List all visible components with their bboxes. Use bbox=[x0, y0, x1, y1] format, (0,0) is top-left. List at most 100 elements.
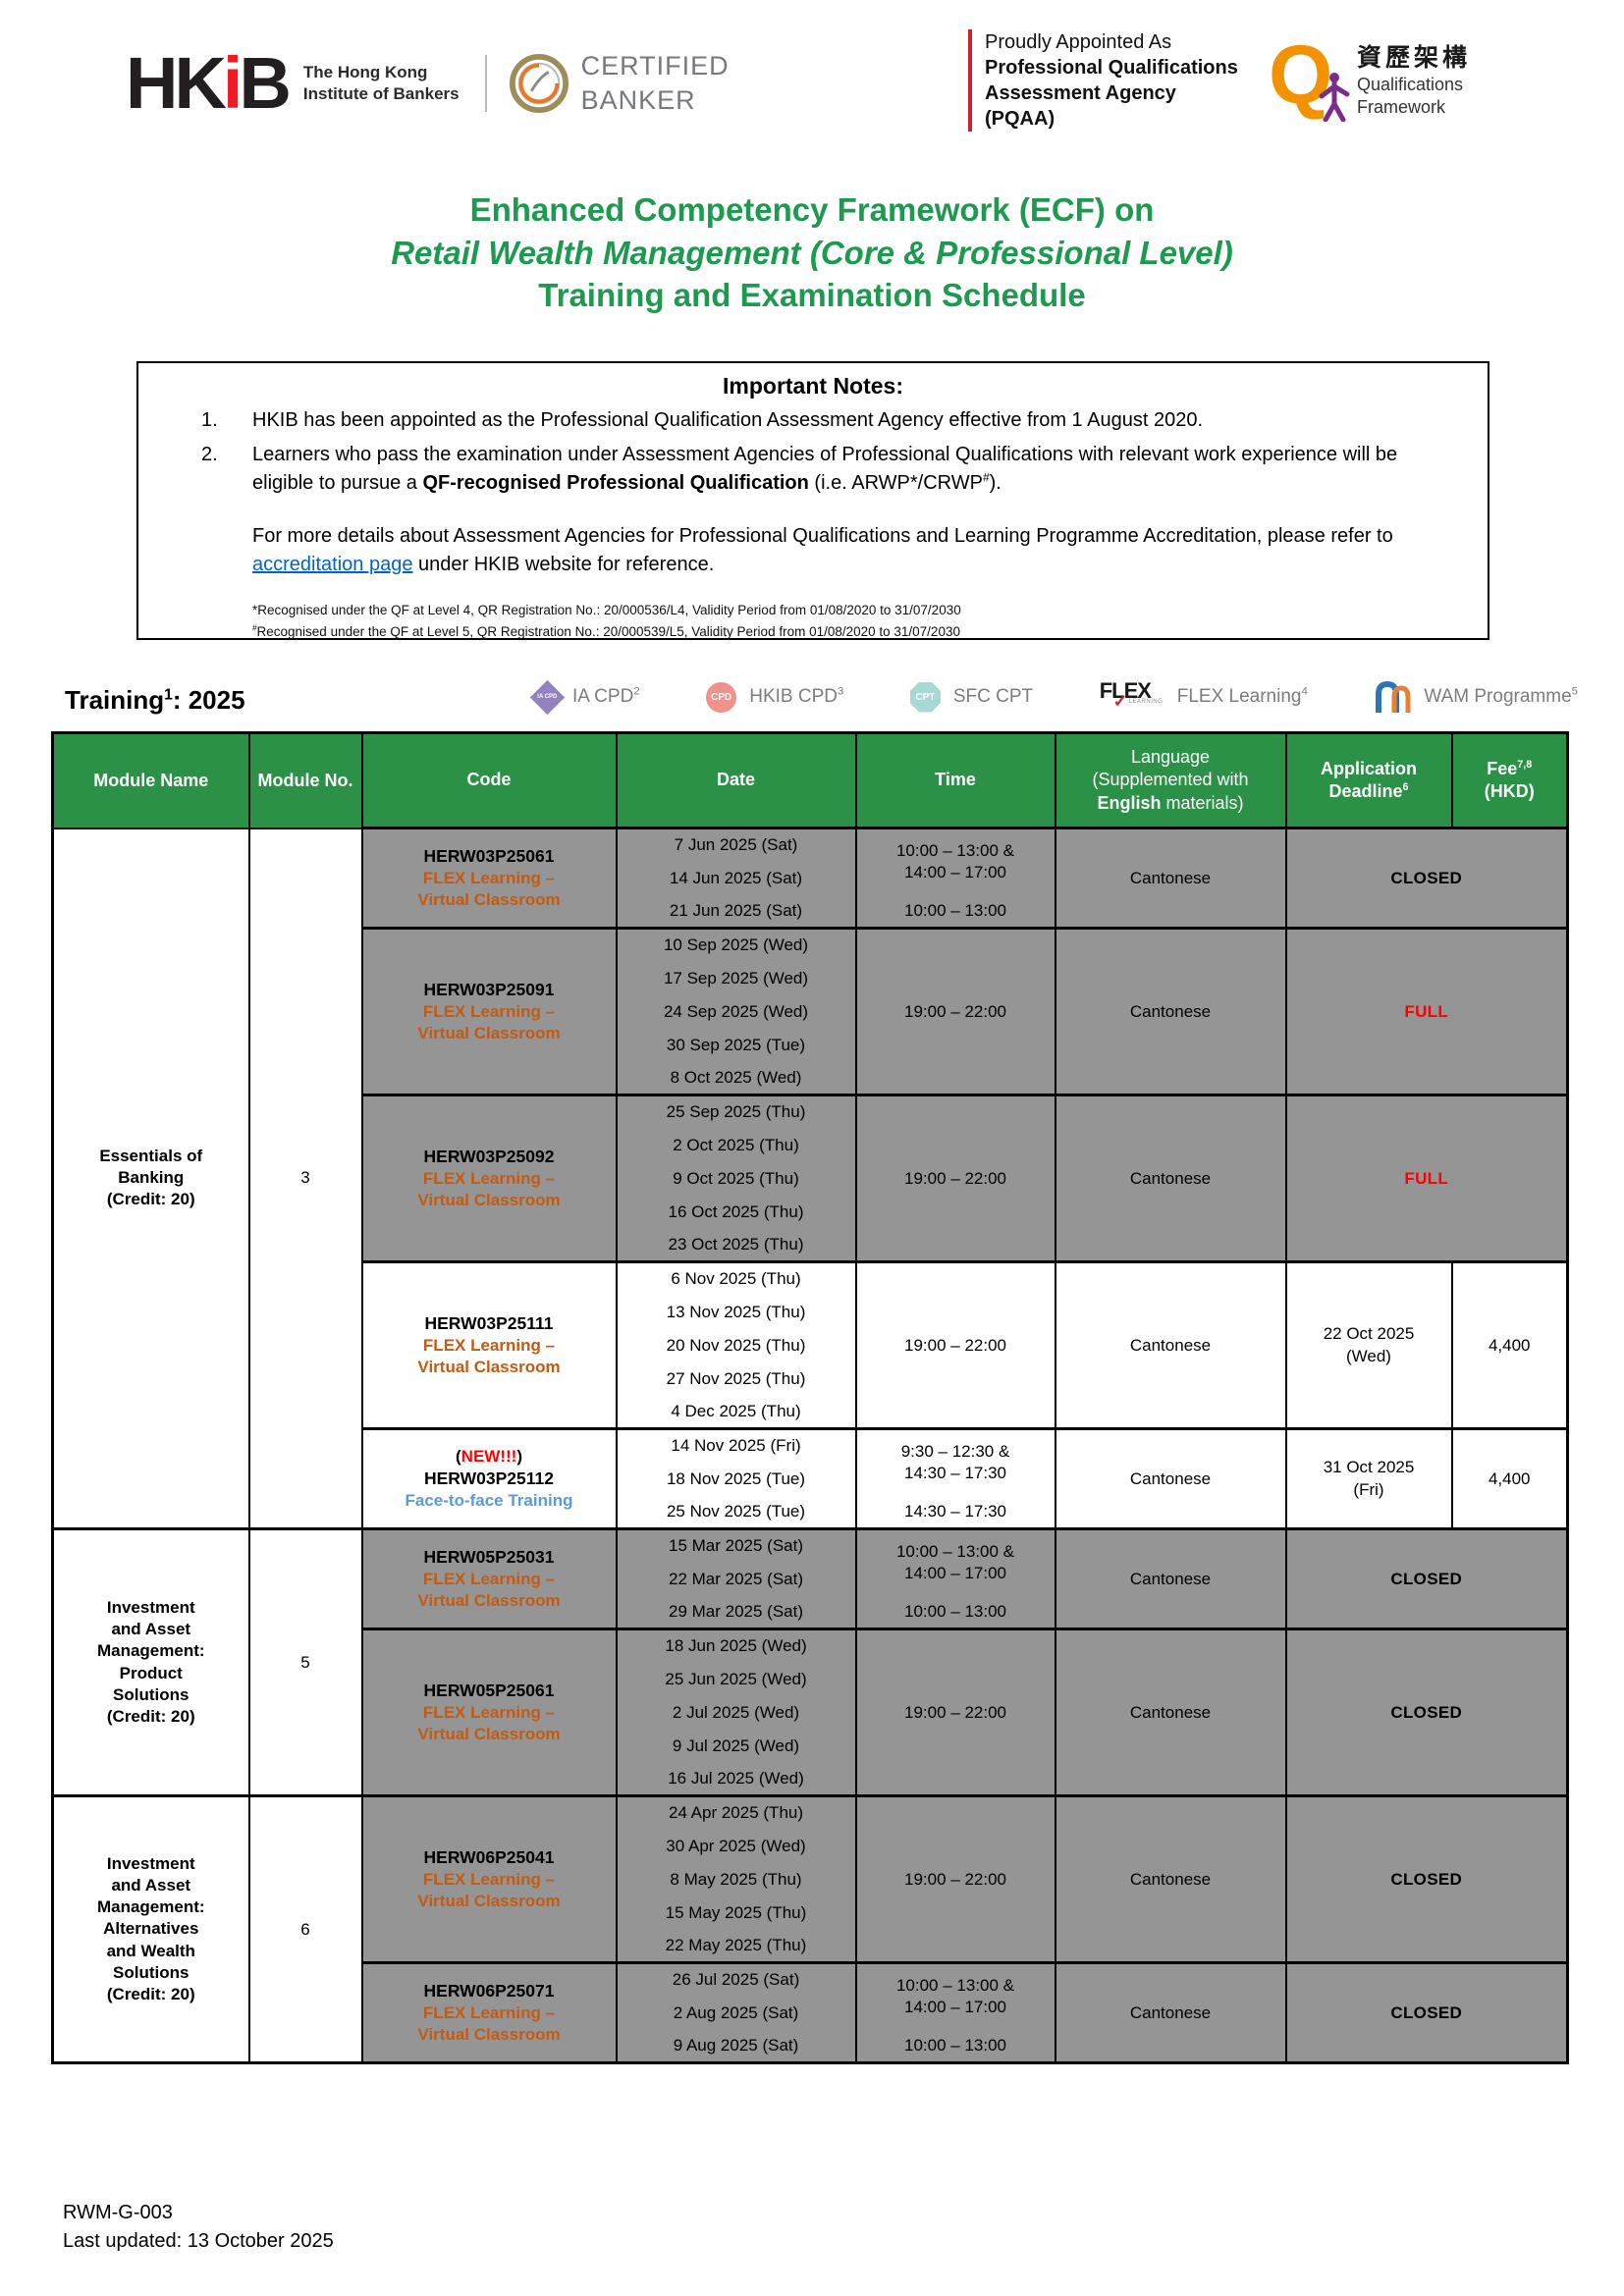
time-cell: 10:00 – 13:00 bbox=[854, 1595, 1056, 1629]
footnote-2: #Recognised under the QF at Level 5, QR … bbox=[252, 623, 960, 640]
date-cell: 15 Mar 2025 (Sat) bbox=[615, 1527, 857, 1563]
time-cell: 9:30 – 12:30 & 14:30 – 17:30 bbox=[854, 1427, 1056, 1496]
title-line1: Enhanced Competency Framework (ECF) on bbox=[469, 191, 1155, 228]
legend-wam-programme: WAM Programme5 bbox=[1374, 679, 1578, 715]
ia-cpd-diamond-icon: IA CPD bbox=[529, 679, 566, 715]
legend-sfc-cpt: CPT SFC CPT bbox=[909, 681, 1033, 713]
course-code-cell: HERW05P25031 FLEX Learning – Virtual Clas… bbox=[360, 1527, 618, 1629]
language-cell: Cantonese bbox=[1054, 1794, 1287, 1963]
hkib-tagline: The Hong Kong Institute of Bankers bbox=[302, 62, 460, 103]
module-name-cell: Investment and Asset Management: Product… bbox=[51, 1527, 250, 1796]
course-code-cell: HERW05P25061 FLEX Learning – Virtual Clas… bbox=[360, 1628, 618, 1796]
col-header-module-no: Module No. bbox=[247, 732, 363, 829]
hkib-logo-b: B bbox=[239, 42, 291, 124]
date-cell: 25 Sep 2025 (Thu) bbox=[615, 1094, 857, 1129]
status-cell: FULL bbox=[1284, 927, 1569, 1095]
time-cell: 14:30 – 17:30 bbox=[854, 1495, 1056, 1529]
time-cell: 10:00 – 13:00 bbox=[854, 894, 1056, 929]
date-cell: 15 May 2025 (Thu) bbox=[615, 1896, 857, 1930]
module-no-cell: 5 bbox=[247, 1527, 363, 1796]
date-cell: 25 Nov 2025 (Tue) bbox=[615, 1495, 857, 1529]
note-item-2: 2. Learners who pass the examination und… bbox=[201, 444, 1398, 494]
date-cell: 9 Oct 2025 (Thu) bbox=[615, 1161, 857, 1196]
date-cell: 13 Nov 2025 (Thu) bbox=[615, 1295, 857, 1329]
date-cell: 2 Oct 2025 (Thu) bbox=[615, 1128, 857, 1162]
time-cell: 19:00 – 22:00 bbox=[854, 1260, 1056, 1429]
hkib-cpd-circle-icon: CPD bbox=[706, 681, 737, 713]
date-cell: 16 Jul 2025 (Wed) bbox=[615, 1762, 857, 1796]
qf-text: 資歷架構 Qualifications Framework bbox=[1357, 43, 1472, 117]
notes-paragraph: For more details about Assessment Agenci… bbox=[252, 525, 1393, 575]
date-cell: 2 Jul 2025 (Wed) bbox=[615, 1695, 857, 1730]
certified-banker-text: CERTIFIED BANKER bbox=[580, 50, 730, 115]
date-cell: 14 Nov 2025 (Fri) bbox=[615, 1427, 857, 1463]
col-header-time: Time bbox=[854, 732, 1056, 829]
course-code-cell: HERW03P25092 FLEX Learning – Virtual Clas… bbox=[360, 1094, 618, 1262]
time-cell: 19:00 – 22:00 bbox=[854, 1628, 1056, 1796]
course-code-cell: HERW06P25041 FLEX Learning – Virtual Clas… bbox=[360, 1794, 618, 1963]
hkib-logo: HKiB bbox=[126, 47, 292, 120]
legend-row: IA CPD IA CPD2 CPD HKIB CPD3 CPT SFC CPT… bbox=[529, 679, 1578, 715]
date-cell: 18 Jun 2025 (Wed) bbox=[615, 1628, 857, 1663]
module-no-cell: 6 bbox=[247, 1794, 363, 2063]
date-cell: 23 Oct 2025 (Thu) bbox=[615, 1228, 857, 1262]
col-header-code: Code bbox=[360, 732, 618, 829]
notes-heading: Important Notes: bbox=[723, 373, 903, 399]
date-cell: 30 Apr 2025 (Wed) bbox=[615, 1829, 857, 1863]
course-code-cell: (NEW!!!) HERW03P25112 Face-to-face Train… bbox=[360, 1427, 618, 1529]
col-header-date: Date bbox=[615, 732, 857, 829]
language-cell: Cantonese bbox=[1054, 927, 1287, 1095]
time-cell: 10:00 – 13:00 & 14:00 – 17:00 bbox=[854, 1961, 1056, 2030]
date-cell: 21 Jun 2025 (Sat) bbox=[615, 894, 857, 929]
title-line2: Retail Wealth Management (Core & Profess… bbox=[391, 234, 1233, 271]
date-cell: 8 May 2025 (Thu) bbox=[615, 1862, 857, 1896]
deadline-cell: 31 Oct 2025 (Fri) bbox=[1284, 1427, 1453, 1529]
fee-cell: 4,400 bbox=[1450, 1260, 1569, 1429]
table-row: Essentials of Banking (Credit: 20) 3 HER… bbox=[51, 827, 1569, 1529]
status-cell: CLOSED bbox=[1284, 1961, 1569, 2063]
page-title: Enhanced Competency Framework (ECF) on R… bbox=[0, 188, 1624, 317]
time-cell: 10:00 – 13:00 & 14:00 – 17:00 bbox=[854, 827, 1056, 895]
date-cell: 27 Nov 2025 (Thu) bbox=[615, 1362, 857, 1396]
wam-programme-icon bbox=[1376, 680, 1411, 713]
notes-footnotes: *Recognised under the QF at Level 4, QR … bbox=[252, 600, 1488, 644]
hkib-logo-text: HK bbox=[126, 42, 227, 124]
language-cell: Cantonese bbox=[1054, 1260, 1287, 1429]
qf-person-icon bbox=[1319, 73, 1350, 122]
language-cell: Cantonese bbox=[1054, 1527, 1287, 1629]
date-cell: 4 Dec 2025 (Thu) bbox=[615, 1395, 857, 1429]
note-item-1: 1. HKIB has been appointed as the Profes… bbox=[201, 409, 1203, 431]
date-cell: 6 Nov 2025 (Thu) bbox=[615, 1260, 857, 1296]
date-cell: 18 Nov 2025 (Tue) bbox=[615, 1462, 857, 1496]
qf-mark-icon: Q bbox=[1269, 33, 1351, 124]
date-cell: 24 Apr 2025 (Thu) bbox=[615, 1794, 857, 1830]
hkib-logo-i: i bbox=[222, 42, 243, 124]
date-cell: 24 Sep 2025 (Wed) bbox=[615, 994, 857, 1029]
legend-flex-learning: FLEX ✓ LEARNING FLEX Learning4 bbox=[1100, 680, 1308, 714]
date-cell: 22 May 2025 (Thu) bbox=[615, 1929, 857, 1963]
date-cell: 16 Oct 2025 (Thu) bbox=[615, 1195, 857, 1229]
masthead: HKiB The Hong Kong Institute of Bankers … bbox=[126, 47, 730, 120]
language-cell: Cantonese bbox=[1054, 827, 1287, 929]
course-code-cell: HERW06P25071 FLEX Learning – Virtual Clas… bbox=[360, 1961, 618, 2063]
date-cell: 10 Sep 2025 (Wed) bbox=[615, 927, 857, 962]
language-cell: Cantonese bbox=[1054, 1427, 1287, 1529]
col-header-language: Language (Supplemented with English mate… bbox=[1054, 732, 1287, 829]
date-cell: 25 Jun 2025 (Wed) bbox=[615, 1662, 857, 1696]
module-name-cell: Investment and Asset Management: Alterna… bbox=[51, 1794, 250, 2063]
fee-cell: 4,400 bbox=[1450, 1427, 1569, 1529]
logo-divider bbox=[484, 55, 487, 112]
important-notes-box: Important Notes: 1. HKIB has been appoin… bbox=[136, 361, 1489, 640]
status-cell: FULL bbox=[1284, 1094, 1569, 1262]
date-cell: 17 Sep 2025 (Wed) bbox=[615, 961, 857, 995]
training-schedule-table: Module Name Module No. Code Date Time La… bbox=[51, 731, 1569, 2064]
certified-banker-emblem-icon bbox=[509, 53, 568, 114]
document-footer: RWM-G-003 Last updated: 13 October 2025 bbox=[63, 2199, 334, 2256]
accreditation-page-link[interactable]: accreditation page bbox=[252, 553, 413, 575]
time-cell: 19:00 – 22:00 bbox=[854, 1094, 1056, 1262]
training-section-label: Training1: 2025 bbox=[65, 685, 245, 715]
col-header-module-name: Module Name bbox=[51, 732, 250, 829]
date-cell: 9 Aug 2025 (Sat) bbox=[615, 2029, 857, 2063]
certified-banker-logo: CERTIFIED BANKER bbox=[509, 49, 730, 118]
